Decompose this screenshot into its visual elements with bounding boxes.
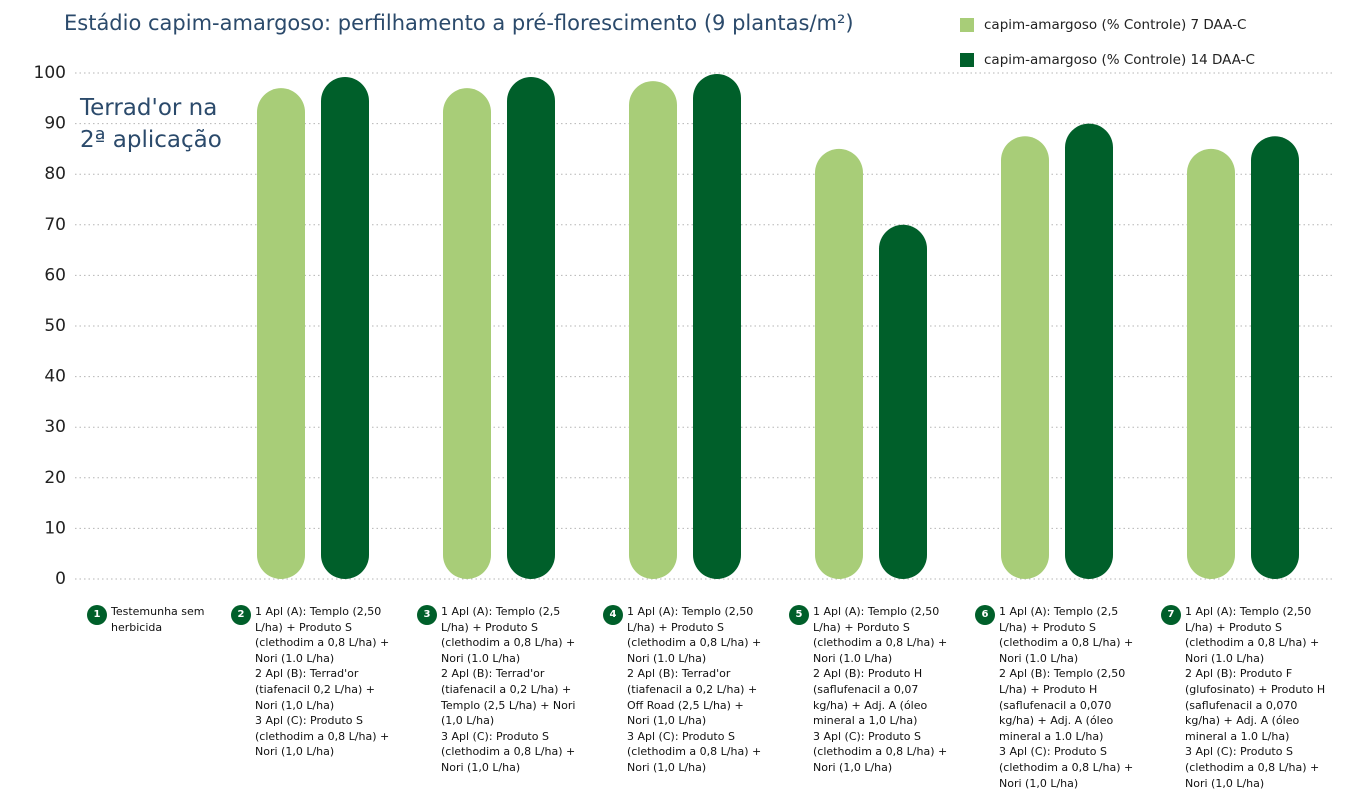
category-number: 1	[87, 605, 107, 625]
category-number: 4	[603, 605, 623, 625]
bar	[257, 88, 305, 580]
x-tick-label: 1 Apl (A): Templo (2,50 L/ha) + Produto …	[255, 605, 390, 759]
x-tick-label: 1 Apl (A): Templo (2,50 L/ha) + Produto …	[1185, 605, 1326, 790]
bar	[1065, 123, 1113, 579]
annotation: Terrad'or na 2ª aplicação	[80, 95, 222, 153]
legend-swatch	[960, 53, 974, 67]
bar	[879, 224, 927, 580]
y-tick-label: 20	[44, 468, 66, 488]
bar	[1251, 136, 1299, 579]
y-tick-label: 10	[44, 518, 66, 538]
y-tick-label: 70	[44, 215, 66, 235]
y-tick-label: 40	[44, 367, 66, 387]
legend-label: capim-amargoso (% Controle) 7 DAA-C	[984, 17, 1246, 33]
y-tick-label: 50	[44, 316, 66, 336]
y-tick-label: 0	[55, 569, 66, 589]
category-number: 7	[1161, 605, 1181, 625]
x-tick-label: 1 Apl (A): Templo (2,50 L/ha) + Produto …	[627, 605, 762, 774]
bar	[443, 88, 491, 580]
y-tick-label: 100	[34, 63, 66, 83]
bar	[321, 77, 369, 579]
legend-label: capim-amargoso (% Controle) 14 DAA-C	[984, 52, 1255, 68]
x-tick-label: 1 Apl (A): Templo (2,50 L/ha) + Porduto …	[813, 605, 948, 774]
category-number: 6	[975, 605, 995, 625]
bar	[815, 148, 863, 579]
bar	[1187, 148, 1235, 579]
category-number: 5	[789, 605, 809, 625]
x-tick-label: Testemunha sem herbicida	[111, 605, 205, 634]
bar	[1001, 136, 1049, 579]
category-number: 2	[231, 605, 251, 625]
bar	[507, 77, 555, 579]
x-tick-label: 1 Apl (A): Templo (2,5 L/ha) + Produto S…	[441, 605, 576, 774]
category-number: 3	[417, 605, 437, 625]
bar	[693, 74, 741, 580]
y-tick-label: 60	[44, 265, 66, 285]
bar	[629, 81, 677, 579]
y-tick-label: 90	[44, 114, 66, 134]
chart-title: Estádio capim-amargoso: perfilhamento a …	[64, 11, 854, 35]
y-tick-label: 30	[44, 417, 66, 437]
y-tick-label: 80	[44, 164, 66, 184]
legend-swatch	[960, 18, 974, 32]
x-tick-label: 1 Apl (A): Templo (2,5 L/ha) + Produto S…	[999, 605, 1134, 790]
